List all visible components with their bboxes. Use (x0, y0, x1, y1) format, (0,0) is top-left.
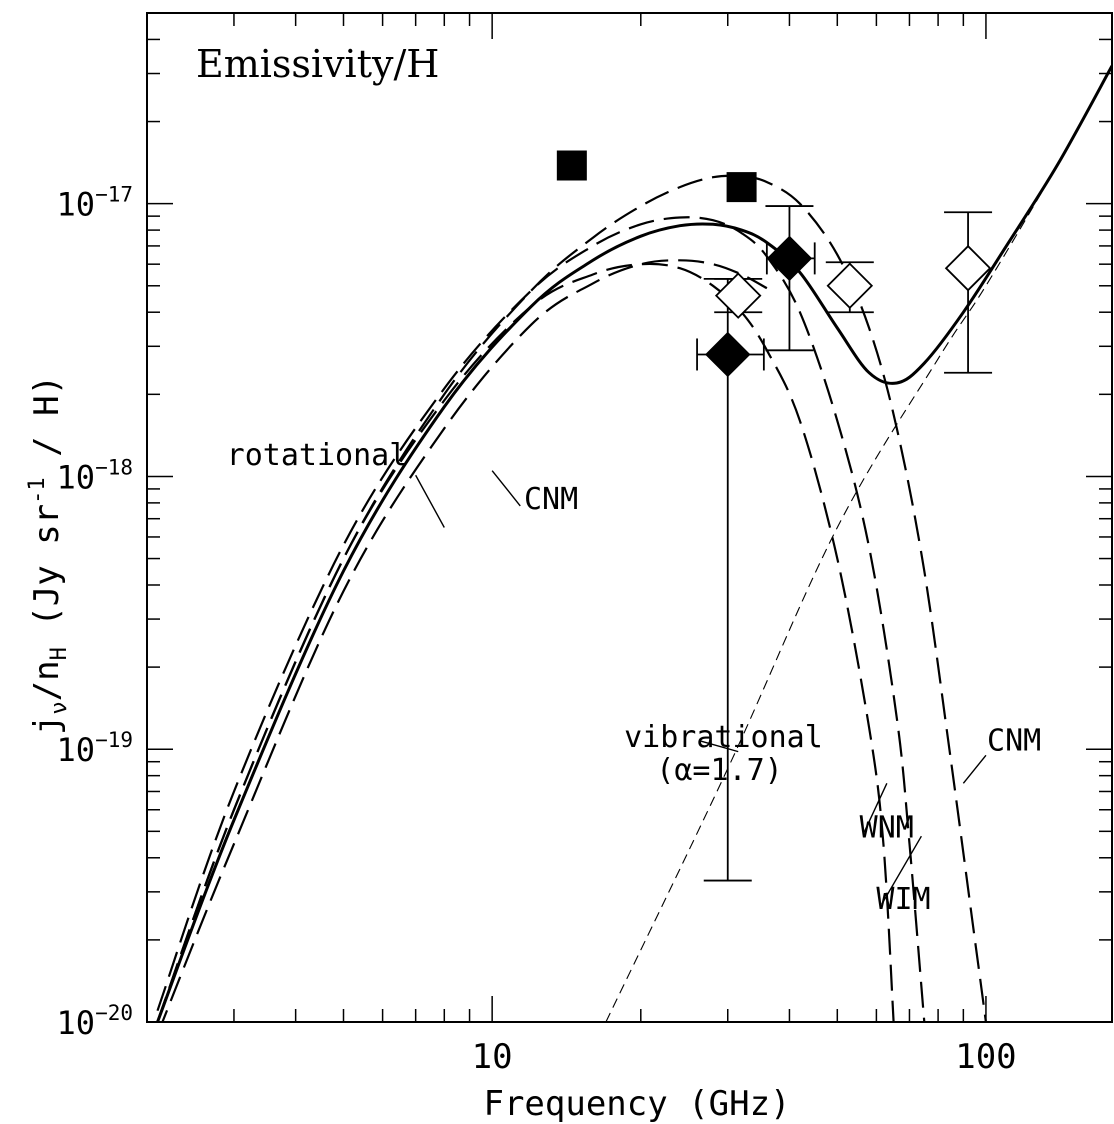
annotations: rotational CNM vibrational(α=1.7) CNM WNM WIM (227, 438, 1042, 917)
data-point-diamond-filled (766, 235, 813, 282)
annotation-label: CNM (524, 482, 578, 517)
y-tick-label: 10−19 (57, 728, 133, 769)
annotation-label: (α=1.7) (656, 753, 782, 788)
series-line-4 (161, 259, 768, 1022)
annotation-leader (700, 740, 739, 753)
y-tick-label: 10−17 (57, 183, 133, 224)
annotation-label: WIM (876, 882, 930, 917)
y-tick-label: 10−18 (57, 455, 133, 496)
x-tick-label: 100 (955, 1037, 1016, 1077)
data-point-diamond-open (944, 244, 992, 292)
annotation-leader (962, 754, 987, 784)
data-points (556, 150, 993, 882)
plot-border (146, 12, 1113, 1023)
annotation-label: WNM (860, 810, 914, 845)
x-axis-label: Frequency (GHz) (483, 1084, 790, 1124)
y-label-tail: / H) (27, 375, 67, 477)
x-tick-label: 10 (472, 1037, 513, 1077)
y-label-units: (Jy sr (27, 504, 67, 647)
annotation-leader (862, 783, 888, 835)
annotation-leader (491, 470, 521, 507)
y-axis-label: jν/nH (Jy sr-1 / H) (25, 375, 72, 735)
data-point-square (726, 172, 757, 203)
svg-text:jν/nH (Jy sr-1 / H): jν/nH (Jy sr-1 / H) (25, 375, 72, 735)
annotation-label: CNM (987, 723, 1041, 758)
series-line-3 (156, 262, 895, 1022)
series-line-0 (156, 65, 1112, 1022)
axis-ticks: 10 100 10−17 10−18 10−19 10−20 (57, 13, 1112, 1077)
data-point-diamond-filled (705, 331, 751, 378)
data-point-square (556, 150, 587, 181)
y-label-j: j (27, 715, 67, 735)
series-line-1 (156, 174, 987, 1022)
y-label-nu: ν (47, 701, 72, 714)
plot-frame (146, 12, 1113, 1023)
y-label-slash: /n (27, 660, 67, 701)
curves (156, 65, 1112, 1022)
annotation-label: rotational (227, 438, 408, 473)
annotation-leader (881, 835, 922, 905)
y-tick-label: 10−20 (57, 1001, 133, 1042)
series-line-5 (605, 65, 1112, 1022)
chart-title: Emissivity/H (196, 42, 439, 86)
data-point-diamond-open (826, 262, 874, 310)
y-label-exponent: -1 (25, 477, 50, 504)
series-line-2 (156, 216, 926, 1022)
data-point-diamond-open (714, 272, 762, 319)
annotation-label: vibrational (624, 720, 823, 755)
y-label-h-sub: H (47, 647, 72, 660)
annotation-leader (415, 474, 445, 528)
